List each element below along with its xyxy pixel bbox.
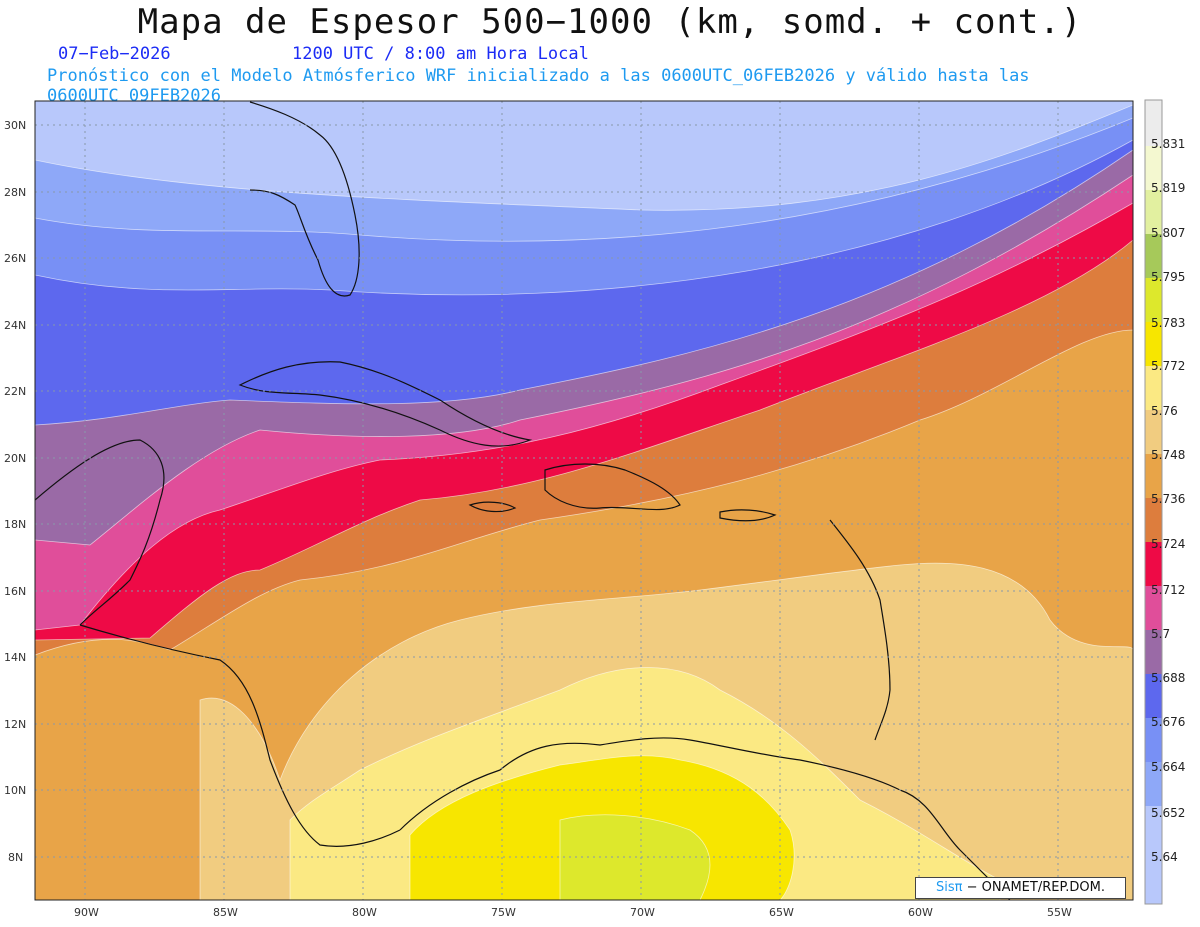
lat-label: 14N	[4, 651, 26, 664]
contour-bands	[35, 104, 1133, 900]
colorbar-swatch	[1145, 630, 1162, 674]
lon-label: 90W	[74, 906, 99, 919]
colorbar-label: 5.795	[1151, 270, 1186, 284]
colorbar-swatch	[1145, 806, 1162, 904]
yucatan-coast	[35, 439, 165, 626]
latitude-labels: 30N 28N 26N 24N 22N 20N 18N 16N 14N 12N …	[4, 119, 26, 864]
colorbar-swatch	[1145, 586, 1162, 630]
lon-label: 70W	[630, 906, 655, 919]
south-america-coast	[399, 737, 1011, 900]
lat-label: 10N	[4, 784, 26, 797]
lat-label: 18N	[4, 518, 26, 531]
colorbar-swatch	[1145, 366, 1162, 410]
lesser-antilles-arc	[829, 519, 891, 741]
lat-label: 28N	[4, 186, 26, 199]
colorbar-label: 5.76	[1151, 404, 1178, 418]
lat-label: 12N	[4, 718, 26, 731]
colorbar-label: 5.772	[1151, 359, 1186, 373]
colorbar-swatch	[1145, 234, 1162, 278]
colorbar-swatch	[1145, 762, 1162, 806]
colorbar-swatch	[1145, 718, 1162, 762]
colorbar-swatch	[1145, 278, 1162, 322]
lat-label: 30N	[4, 119, 26, 132]
lat-label: 20N	[4, 452, 26, 465]
colorbar-swatch	[1145, 190, 1162, 234]
credit-text: − ONAMET/REP.DOM.	[962, 880, 1105, 895]
colorbar-label: 5.676	[1151, 715, 1186, 729]
colorbar-label: 5.688	[1151, 671, 1186, 685]
hispaniola-coast	[544, 463, 681, 511]
lon-label: 60W	[908, 906, 933, 919]
colorbar-swatch	[1145, 322, 1162, 366]
lon-label: 65W	[769, 906, 794, 919]
lat-label: 16N	[4, 585, 26, 598]
lat-label: 24N	[4, 319, 26, 332]
lon-label: 55W	[1047, 906, 1072, 919]
colorbar-label: 5.831	[1151, 137, 1186, 151]
credit-box: Sisπ − ONAMET/REP.DOM.	[915, 877, 1126, 899]
jamaica-coast	[468, 501, 517, 513]
lon-label: 85W	[213, 906, 238, 919]
central-america-coast	[79, 624, 401, 847]
coastlines	[35, 101, 1011, 900]
colorbar-swatch	[1145, 498, 1162, 542]
cuba-coast	[238, 361, 533, 447]
map-frame	[34, 100, 1134, 901]
puerto-rico-coast	[719, 509, 777, 522]
valid-time: 1200 UTC / 8:00 am Hora Local	[292, 44, 589, 64]
colorbar-swatch	[1145, 454, 1162, 498]
colorbar-label: 5.748	[1151, 448, 1186, 462]
lon-label: 80W	[352, 906, 377, 919]
colorbar-swatch	[1145, 542, 1162, 586]
valid-date: 07−Feb−2026	[58, 44, 171, 64]
colorbar-label: 5.664	[1151, 760, 1186, 774]
lat-label: 8N	[8, 851, 23, 864]
longitude-labels: 90W 85W 80W 75W 70W 65W 60W 55W	[74, 906, 1072, 919]
colorbar-label: 5.807	[1151, 226, 1186, 240]
colorbar-label: 5.64	[1151, 850, 1178, 864]
colorbar-swatch	[1145, 674, 1162, 718]
map-title: Mapa de Espesor 500−1000 (km, somd. + co…	[137, 2, 1083, 42]
colorbar-label: 5.7	[1151, 627, 1171, 641]
colorbar-swatch	[1145, 410, 1162, 454]
colorbar-swatch	[1145, 146, 1162, 190]
graticule	[35, 101, 1133, 900]
colorbar-label: 5.736	[1151, 492, 1186, 506]
colorbar-label: 5.652	[1151, 806, 1186, 820]
credit-brand: Sisπ	[935, 880, 963, 895]
colorbar-label: 5.783	[1151, 316, 1186, 330]
colorbar	[1144, 99, 1163, 905]
colorbar-label: 5.712	[1151, 583, 1186, 597]
colorbar-label: 5.819	[1151, 181, 1186, 195]
lon-label: 75W	[491, 906, 516, 919]
colorbar-swatch	[1145, 100, 1162, 146]
lat-label: 26N	[4, 252, 26, 265]
florida-coast	[249, 101, 360, 297]
lat-label: 22N	[4, 385, 26, 398]
colorbar-label: 5.724	[1151, 537, 1186, 551]
